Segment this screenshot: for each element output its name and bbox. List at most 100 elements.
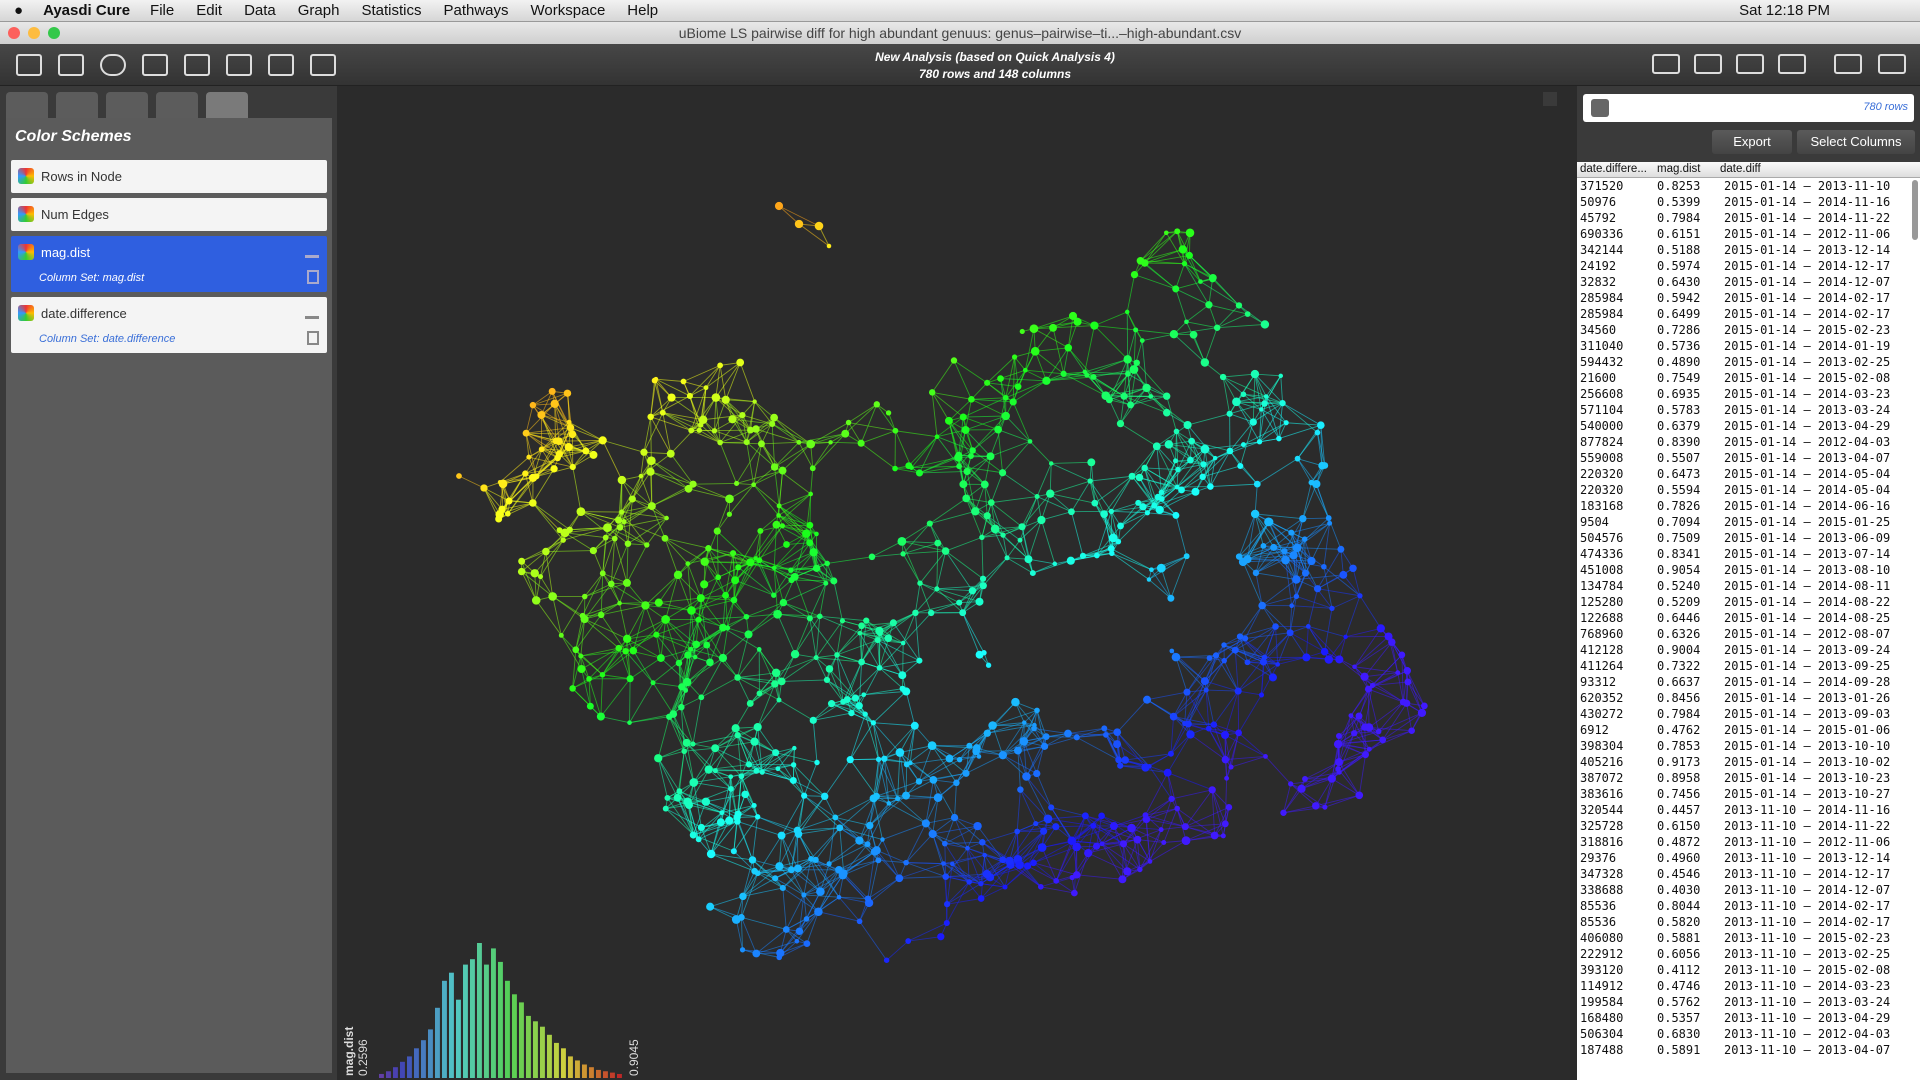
node[interactable] (827, 700, 836, 708)
node[interactable] (1124, 309, 1130, 315)
node[interactable] (1162, 408, 1171, 417)
node[interactable] (1305, 624, 1311, 629)
node[interactable] (1100, 510, 1108, 518)
node[interactable] (1226, 447, 1234, 455)
tool-button[interactable] (142, 54, 168, 76)
node[interactable] (1369, 682, 1376, 689)
node[interactable] (617, 475, 627, 485)
node[interactable] (776, 954, 783, 961)
node[interactable] (646, 456, 656, 466)
node[interactable] (883, 957, 890, 963)
node[interactable] (696, 594, 705, 603)
node[interactable] (682, 677, 692, 687)
node[interactable] (1030, 346, 1040, 356)
node[interactable] (1200, 461, 1207, 468)
node[interactable] (1265, 517, 1274, 526)
node[interactable] (1129, 365, 1139, 374)
layout-button[interactable] (1834, 54, 1862, 74)
node[interactable] (1198, 279, 1203, 284)
node[interactable] (1163, 768, 1172, 777)
node[interactable] (721, 395, 730, 404)
node[interactable] (801, 792, 808, 799)
node[interactable] (1318, 461, 1326, 470)
node[interactable] (664, 515, 669, 521)
node[interactable] (1009, 398, 1017, 406)
node[interactable] (956, 756, 963, 763)
node[interactable] (1064, 729, 1072, 738)
node[interactable] (803, 940, 811, 947)
node[interactable] (874, 637, 881, 644)
node[interactable] (1292, 575, 1301, 584)
node[interactable] (825, 665, 834, 673)
node[interactable] (959, 609, 967, 617)
node[interactable] (1335, 655, 1344, 664)
node[interactable] (1119, 840, 1128, 848)
node[interactable] (1174, 484, 1180, 490)
node[interactable] (752, 399, 757, 404)
node[interactable] (803, 916, 810, 922)
node[interactable] (1324, 655, 1334, 664)
node[interactable] (690, 741, 696, 747)
node[interactable] (1210, 831, 1219, 840)
node[interactable] (650, 680, 656, 686)
node[interactable] (968, 587, 977, 595)
node[interactable] (802, 529, 811, 538)
node[interactable] (1001, 411, 1010, 421)
scrollbar[interactable] (1912, 180, 1918, 240)
node[interactable] (998, 469, 1007, 477)
node[interactable] (809, 548, 818, 557)
node[interactable] (581, 593, 588, 600)
node[interactable] (1069, 874, 1075, 881)
node[interactable] (1288, 529, 1295, 536)
node[interactable] (556, 527, 563, 534)
node[interactable] (1362, 751, 1369, 759)
node[interactable] (656, 654, 665, 662)
node[interactable] (717, 439, 723, 446)
node[interactable] (956, 599, 963, 606)
node[interactable] (775, 766, 781, 772)
node[interactable] (647, 413, 654, 421)
node[interactable] (728, 774, 734, 780)
node[interactable] (1099, 841, 1105, 847)
node[interactable] (731, 724, 740, 733)
node[interactable] (757, 527, 764, 534)
node[interactable] (905, 938, 912, 944)
node[interactable] (529, 499, 537, 507)
node[interactable] (1221, 657, 1227, 664)
node[interactable] (828, 440, 833, 445)
node[interactable] (530, 569, 539, 578)
node[interactable] (566, 526, 573, 533)
node[interactable] (1181, 260, 1188, 267)
node[interactable] (783, 541, 790, 548)
node[interactable] (821, 792, 829, 801)
zoom-button[interactable] (48, 27, 60, 39)
color-scheme-item[interactable]: Num Edges (11, 198, 327, 231)
node[interactable] (979, 575, 987, 582)
node[interactable] (582, 447, 590, 455)
node[interactable] (1250, 369, 1260, 379)
node[interactable] (542, 547, 550, 556)
node[interactable] (832, 814, 839, 821)
node[interactable] (647, 502, 656, 511)
apple-menu[interactable]: ● (14, 2, 24, 19)
node[interactable] (626, 675, 634, 683)
node[interactable] (662, 805, 669, 812)
node[interactable] (1071, 889, 1078, 897)
node[interactable] (980, 480, 989, 489)
node[interactable] (1167, 750, 1174, 757)
node[interactable] (684, 484, 693, 493)
node[interactable] (1281, 555, 1290, 565)
node[interactable] (1205, 301, 1213, 309)
node[interactable] (566, 424, 575, 432)
node[interactable] (1034, 707, 1040, 714)
panel-tab[interactable] (206, 92, 248, 118)
node[interactable] (653, 631, 660, 638)
node[interactable] (1116, 420, 1125, 428)
node[interactable] (982, 852, 987, 858)
node[interactable] (963, 467, 971, 476)
node[interactable] (771, 668, 781, 678)
node[interactable] (1420, 702, 1428, 710)
node[interactable] (1357, 593, 1363, 599)
node[interactable] (979, 534, 985, 541)
node[interactable] (564, 443, 573, 452)
